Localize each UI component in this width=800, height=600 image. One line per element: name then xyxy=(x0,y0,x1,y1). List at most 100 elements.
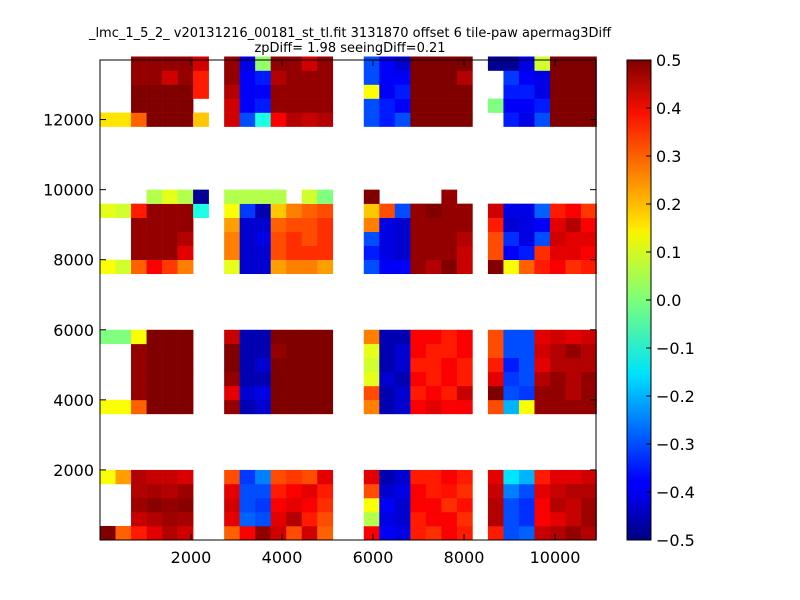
heatmap-cell xyxy=(518,483,535,499)
heatmap-cell xyxy=(441,112,458,127)
chart-subtitle: zpDiff= 1.98 seeingDiff=0.21 xyxy=(254,41,445,56)
heatmap-cell xyxy=(534,98,551,113)
heatmap-cell xyxy=(379,231,396,246)
heatmap-cell xyxy=(162,469,178,485)
heatmap-cell xyxy=(239,483,256,499)
heatmap-cell xyxy=(379,98,396,113)
heatmap-cell xyxy=(162,343,178,359)
heatmap-cell xyxy=(301,329,318,345)
heatmap-cell xyxy=(131,245,147,261)
heatmap-cell xyxy=(239,469,256,485)
heatmap-cell xyxy=(565,483,582,499)
heatmap-cell xyxy=(518,217,535,232)
heatmap-cell xyxy=(100,112,116,127)
heatmap-cell xyxy=(394,203,411,218)
heatmap-cell xyxy=(441,70,458,85)
heatmap-cell xyxy=(286,371,303,387)
heatmap-cell xyxy=(410,357,427,373)
heatmap-cell xyxy=(363,231,380,246)
heatmap-cell xyxy=(518,525,535,541)
heatmap-cell xyxy=(518,112,535,127)
heatmap-cell xyxy=(286,497,303,513)
heatmap-cell xyxy=(224,84,240,99)
heatmap-cell xyxy=(425,245,442,261)
heatmap-cell xyxy=(503,84,520,99)
chart-title: _lmc_1_5_2_ v20131216_00181_st_tl.fit 31… xyxy=(88,26,612,41)
heatmap-cell xyxy=(425,497,442,513)
heatmap-cell xyxy=(565,385,582,401)
heatmap-cell xyxy=(456,98,473,113)
heatmap-cell xyxy=(131,217,147,232)
heatmap-cell xyxy=(549,245,566,261)
heatmap-cell xyxy=(317,98,334,113)
heatmap-cell xyxy=(363,70,380,85)
heatmap-cell xyxy=(379,203,396,218)
heatmap-cell xyxy=(317,70,334,85)
heatmap-cell xyxy=(270,511,287,527)
heatmap-cell xyxy=(146,56,163,71)
heatmap-cell xyxy=(131,371,147,387)
heatmap-cell xyxy=(441,385,458,401)
heatmap-cell xyxy=(255,343,271,359)
heatmap-cell xyxy=(162,399,178,415)
heatmap-cell xyxy=(255,112,271,127)
heatmap-cell xyxy=(410,385,427,401)
heatmap-cell xyxy=(534,497,551,513)
heatmap-cell xyxy=(162,112,178,127)
heatmap-cell xyxy=(410,98,427,113)
heatmap-cell xyxy=(565,245,582,261)
heatmap-cell xyxy=(177,217,194,232)
heatmap-cell xyxy=(131,84,147,99)
heatmap-cell xyxy=(379,245,396,261)
heatmap-cell xyxy=(581,329,597,345)
heatmap-cell xyxy=(146,231,163,246)
heatmap-cell xyxy=(317,112,334,127)
heatmap-cell xyxy=(270,98,287,113)
heatmap-cell xyxy=(286,385,303,401)
heatmap-cell xyxy=(456,112,473,127)
heatmap-cell xyxy=(317,231,334,246)
heatmap-cell xyxy=(549,511,566,527)
heatmap-cell xyxy=(239,70,256,85)
heatmap-cell xyxy=(224,217,240,232)
heatmap-cell xyxy=(255,329,271,345)
heatmap-cell xyxy=(441,343,458,359)
heatmap-cell xyxy=(487,511,504,527)
heatmap-cell xyxy=(100,329,116,345)
heatmap-cell xyxy=(255,497,271,513)
heatmap-cell xyxy=(565,231,582,246)
heatmap-cell xyxy=(487,329,504,345)
heatmap-cell xyxy=(534,483,551,499)
heatmap-cell xyxy=(224,189,240,204)
heatmap-cell xyxy=(518,497,535,513)
heatmap-cell xyxy=(131,497,147,513)
heatmap-cell xyxy=(286,217,303,232)
heatmap-cell xyxy=(317,245,334,261)
heatmap-cell xyxy=(534,259,551,275)
heatmap-cell xyxy=(581,399,597,415)
heatmap-cell xyxy=(301,357,318,373)
y-tick-label: 10000 xyxy=(43,181,94,200)
heatmap-cell xyxy=(379,497,396,513)
heatmap-cell xyxy=(193,84,209,99)
heatmap-cell xyxy=(456,203,473,218)
heatmap-cell xyxy=(286,525,303,541)
heatmap-cell xyxy=(131,70,147,85)
heatmap-cell xyxy=(534,525,551,541)
heatmap-cell xyxy=(255,259,271,275)
heatmap-cell xyxy=(363,469,380,485)
heatmap-cell xyxy=(534,217,551,232)
heatmap-cell xyxy=(503,399,520,415)
heatmap-cell xyxy=(394,525,411,541)
heatmap-cell xyxy=(317,469,334,485)
heatmap-cell xyxy=(239,259,256,275)
heatmap-cell xyxy=(301,399,318,415)
heatmap-cell xyxy=(131,231,147,246)
heatmap-cell xyxy=(549,84,566,99)
heatmap-cell xyxy=(131,357,147,373)
heatmap-cell xyxy=(224,497,240,513)
heatmap-cell xyxy=(363,329,380,345)
heatmap-cell xyxy=(146,217,163,232)
heatmap-cell xyxy=(487,385,504,401)
heatmap-cell xyxy=(146,84,163,99)
